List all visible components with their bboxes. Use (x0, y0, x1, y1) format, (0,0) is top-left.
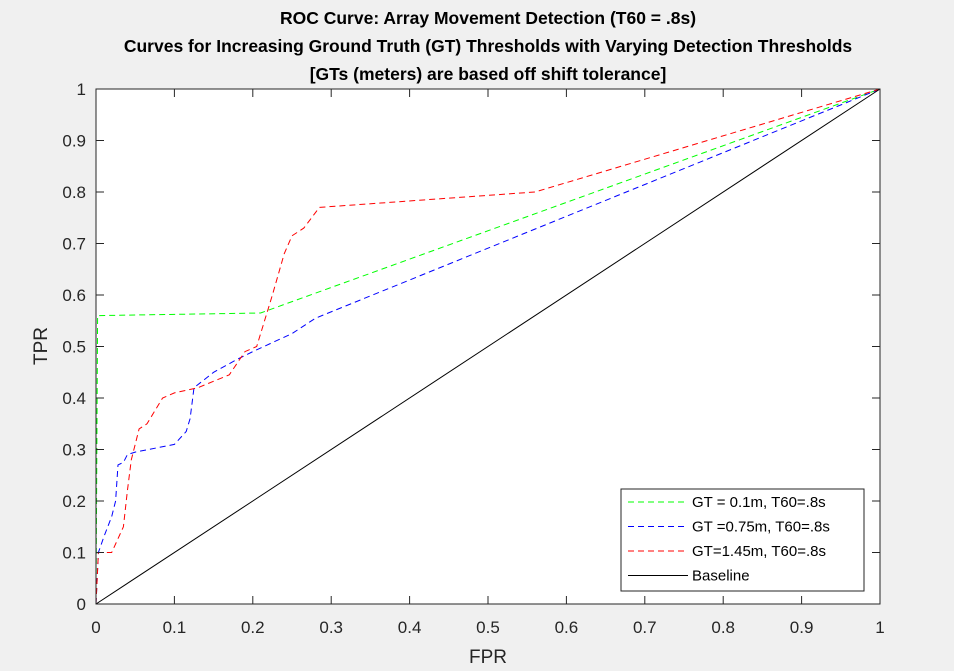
y-tick-label: 0.9 (62, 132, 86, 151)
y-tick-label: 1 (77, 80, 86, 99)
title-line-3: [GTs (meters) are based off shift tolera… (310, 64, 667, 84)
legend-box (620, 488, 865, 592)
x-tick-label: 0.6 (555, 618, 579, 637)
legend-entries: GT = 0.1m, T60=.8s GT =0.75m, T60=.8s GT=1… (628, 494, 830, 585)
title-line-2: Curves for Increasing Ground Truth (GT) … (124, 36, 853, 56)
x-tick-label: 0.9 (790, 618, 814, 637)
y-tick-label: 0.6 (62, 286, 86, 305)
series-layer (95, 88, 881, 605)
x-axis-label: FPR (469, 647, 507, 668)
series-line-1 (95, 88, 881, 605)
chart-title: ROC Curve: Array Movement Detection (T60… (124, 8, 853, 84)
legend-label-1: GT = 0.1m, T60=.8s (692, 494, 826, 511)
y-tick-label: 0.1 (62, 544, 86, 563)
y-tick-label: 0 (77, 595, 86, 614)
x-tick-label: 0.2 (241, 618, 265, 637)
x-tick-label: 0.7 (633, 618, 657, 637)
x-tick-label: 0.4 (398, 618, 422, 637)
title-line-1: ROC Curve: Array Movement Detection (T60… (280, 8, 696, 28)
series-line-4 (95, 88, 881, 605)
y-tick-label: 0.2 (62, 492, 86, 511)
x-tick-label: 1 (875, 618, 884, 637)
x-tick-label: 0.5 (476, 618, 500, 637)
x-axis: 0 0.1 0.2 0.3 0.4 0.5 0.6 0.7 0.8 0.9 1 (91, 89, 885, 637)
x-tick-label: 0.8 (711, 618, 735, 637)
y-tick-label: 0.7 (62, 235, 86, 254)
y-tick-label: 0.5 (62, 338, 86, 357)
series-line-2 (95, 88, 881, 605)
y-tick-label: 0.8 (62, 183, 86, 202)
x-tick-label: 0.1 (163, 618, 187, 637)
legend-label-4: Baseline (692, 568, 750, 585)
legend-label-3: GT=1.45m, T60=.8s (692, 543, 826, 560)
series-line-3 (95, 88, 881, 605)
y-tick-label: 0.4 (62, 389, 86, 408)
legend: GT = 0.1m, T60=.8s GT =0.75m, T60=.8s GT=1… (620, 488, 865, 592)
x-tick-label: 0.3 (319, 618, 343, 637)
legend-label-2: GT =0.75m, T60=.8s (692, 519, 830, 536)
y-axis: 0 0.1 0.2 0.3 0.4 0.5 0.6 0.7 0.8 0.9 1 (62, 80, 880, 614)
y-axis-label: TPR (31, 327, 52, 365)
y-tick-label: 0.3 (62, 441, 86, 460)
x-tick-label: 0 (91, 618, 100, 637)
